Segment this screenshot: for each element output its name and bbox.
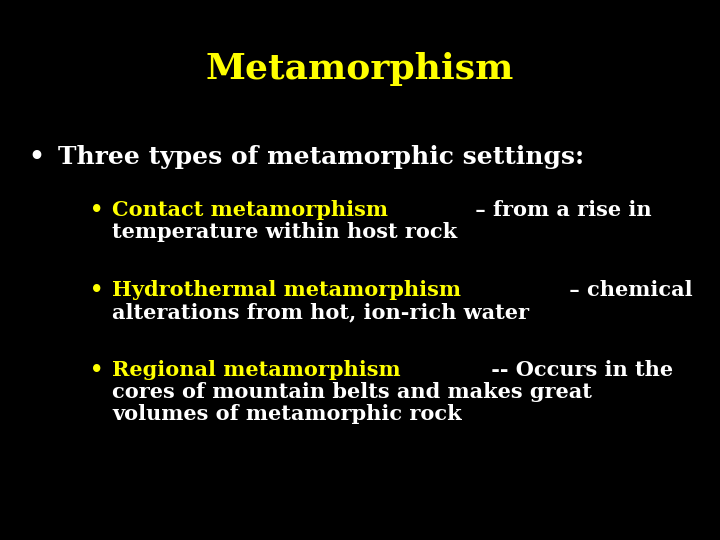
Text: •: • bbox=[28, 145, 44, 169]
Text: volumes of metamorphic rock: volumes of metamorphic rock bbox=[112, 404, 462, 424]
Text: -- Occurs in the: -- Occurs in the bbox=[485, 360, 673, 380]
Text: Regional metamorphism: Regional metamorphism bbox=[112, 360, 400, 380]
Text: Contact metamorphism: Contact metamorphism bbox=[112, 200, 388, 220]
Text: •: • bbox=[90, 360, 104, 380]
Text: •: • bbox=[90, 200, 104, 220]
Text: Three types of metamorphic settings:: Three types of metamorphic settings: bbox=[58, 145, 584, 169]
Text: – from a rise in: – from a rise in bbox=[468, 200, 652, 220]
Text: alterations from hot, ion-rich water: alterations from hot, ion-rich water bbox=[112, 302, 529, 322]
Text: temperature within host rock: temperature within host rock bbox=[112, 222, 457, 242]
Text: Metamorphism: Metamorphism bbox=[206, 52, 514, 86]
Text: •: • bbox=[90, 280, 104, 300]
Text: Hydrothermal metamorphism: Hydrothermal metamorphism bbox=[112, 280, 461, 300]
Text: – chemical: – chemical bbox=[562, 280, 693, 300]
Text: cores of mountain belts and makes great: cores of mountain belts and makes great bbox=[112, 382, 592, 402]
